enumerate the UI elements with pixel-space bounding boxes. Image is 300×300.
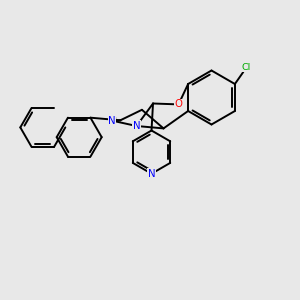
- Text: N: N: [133, 121, 140, 131]
- Text: N: N: [108, 116, 116, 126]
- Text: Cl: Cl: [242, 63, 251, 72]
- Text: O: O: [175, 99, 182, 110]
- Text: N: N: [148, 169, 155, 179]
